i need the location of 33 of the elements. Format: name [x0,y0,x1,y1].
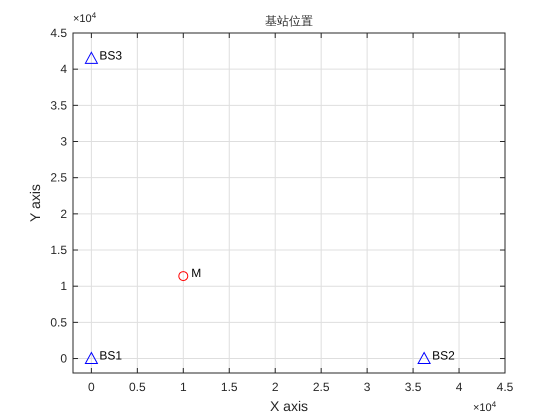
x-tick-label: 4.5 [496,380,514,394]
annotation: BS3 [99,48,122,62]
point [178,271,188,282]
x-tick-label: 2.5 [312,380,330,394]
y-tick-label: 3.5 [50,98,68,112]
y-tick-label: 1.5 [50,243,68,258]
annotation: BS2 [432,348,456,363]
y-tick-label: 0.5 [50,315,68,330]
chart-title: 基站位置 [265,14,313,28]
x-tick-label: 3.5 [404,380,422,394]
point [84,352,98,364]
x-tick-label: 1.5 [220,380,238,394]
annotation: BS1 [99,348,122,363]
x-tick-label: 2 [272,380,279,394]
point [418,352,431,364]
x-tick-label: 4 [456,380,463,394]
y-tick-label: 0 [60,352,68,366]
y-tick-label: 1 [60,279,68,294]
x-axis-title: X axis [270,398,308,414]
x-tick-label: 3 [364,380,371,394]
x-tick-label: 0.5 [128,380,146,394]
x-tick-label: 1 [180,380,187,394]
y-tick-label: 4 [60,62,68,76]
point [84,52,98,64]
x-tick-label: 0 [88,380,96,394]
y-tick-label: 2.5 [50,170,68,185]
text: ×10$^{4}$ [73,10,97,25]
text: ×10$^{4}$ [473,400,497,414]
y-tick-label: 3 [60,134,68,149]
y-tick-label: 4.5 [50,26,68,40]
annotation: M [191,266,202,280]
y-tick-label: 2 [60,206,68,221]
y-axis-title: Y axis [27,184,43,222]
